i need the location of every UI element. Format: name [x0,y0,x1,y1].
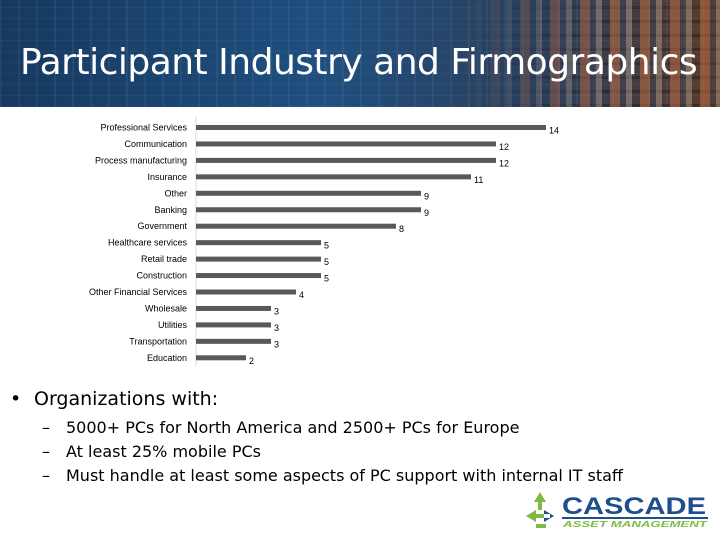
bullet-item: • Organizations with: [10,388,623,410]
category-label: Communication [124,139,187,149]
bar-value-label: 14 [549,126,559,136]
sub-bullet-item: – 5000+ PCs for North America and 2500+ … [42,418,623,437]
bullet-dot-icon: • [10,388,22,410]
bar-value-label: 2 [249,356,254,366]
category-label: Process manufacturing [95,155,187,165]
bar-value-label: 3 [274,339,279,349]
recycle-arrows-icon [526,492,554,528]
sub-bullet-text: Must handle at least some aspects of PC … [66,466,623,485]
bar [196,289,296,295]
sub-bullet-item: – Must handle at least some aspects of P… [42,466,623,485]
bar-value-label: 12 [499,158,509,168]
bar [196,190,421,196]
bar [196,305,271,311]
category-label: Other [164,188,187,198]
bar [196,355,246,361]
category-label: Healthcare services [108,238,188,248]
category-label: Banking [154,205,187,215]
category-label: Professional Services [100,123,187,133]
logo-tagline: ASSET MANAGEMENT [561,520,708,529]
logo-name: CASCADE [562,493,706,520]
bar [196,157,496,163]
bar [196,207,421,213]
bar [196,125,546,130]
bar-value-label: 5 [324,274,329,284]
bar-value-label: 8 [399,224,404,234]
category-label: Other Financial Services [89,287,188,297]
bar [196,223,396,229]
bar [196,338,271,344]
sub-bullet-item: – At least 25% mobile PCs [42,442,623,461]
industry-bar-chart: Professional Services 14 Communication 12 Pr… [89,116,559,366]
bar-value-label: 9 [424,208,429,218]
category-label: Wholesale [145,303,187,313]
sub-bullet-text: At least 25% mobile PCs [66,442,261,461]
dash-icon: – [42,418,50,437]
page-title: Participant Industry and Firmographics [20,42,698,83]
bullet-list: • Organizations with: – 5000+ PCs for No… [10,388,623,485]
bar-value-label: 4 [299,290,304,300]
category-label: Education [147,353,187,363]
cascade-logo: CASCADE ASSET MANAGEMENT [526,492,709,529]
bullet-text: Organizations with: [34,388,219,410]
bar-value-label: 9 [424,191,429,201]
bar-value-label: 3 [274,306,279,316]
bar [196,273,321,279]
logo-underline [562,517,708,519]
title-banner: Participant Industry and Firmographics [0,0,720,107]
bar [196,141,496,147]
category-label: Utilities [158,320,188,330]
category-label: Construction [136,271,187,281]
sub-bullet-text: 5000+ PCs for North America and 2500+ PC… [66,418,520,437]
circuit-board-image [460,0,720,107]
bar-value-label: 5 [324,241,329,251]
bar-value-label: 3 [274,323,279,333]
bar [196,256,321,262]
category-label: Transportation [129,336,187,346]
bar [196,174,471,180]
bar-value-label: 5 [324,257,329,267]
bar-value-label: 11 [474,175,483,185]
category-label: Retail trade [141,254,187,264]
dash-icon: – [42,442,50,461]
bar [196,322,271,328]
category-label: Insurance [147,172,187,182]
category-label: Government [137,221,187,231]
bar-value-label: 12 [499,142,509,152]
dash-icon: – [42,466,50,485]
bar [196,240,321,246]
